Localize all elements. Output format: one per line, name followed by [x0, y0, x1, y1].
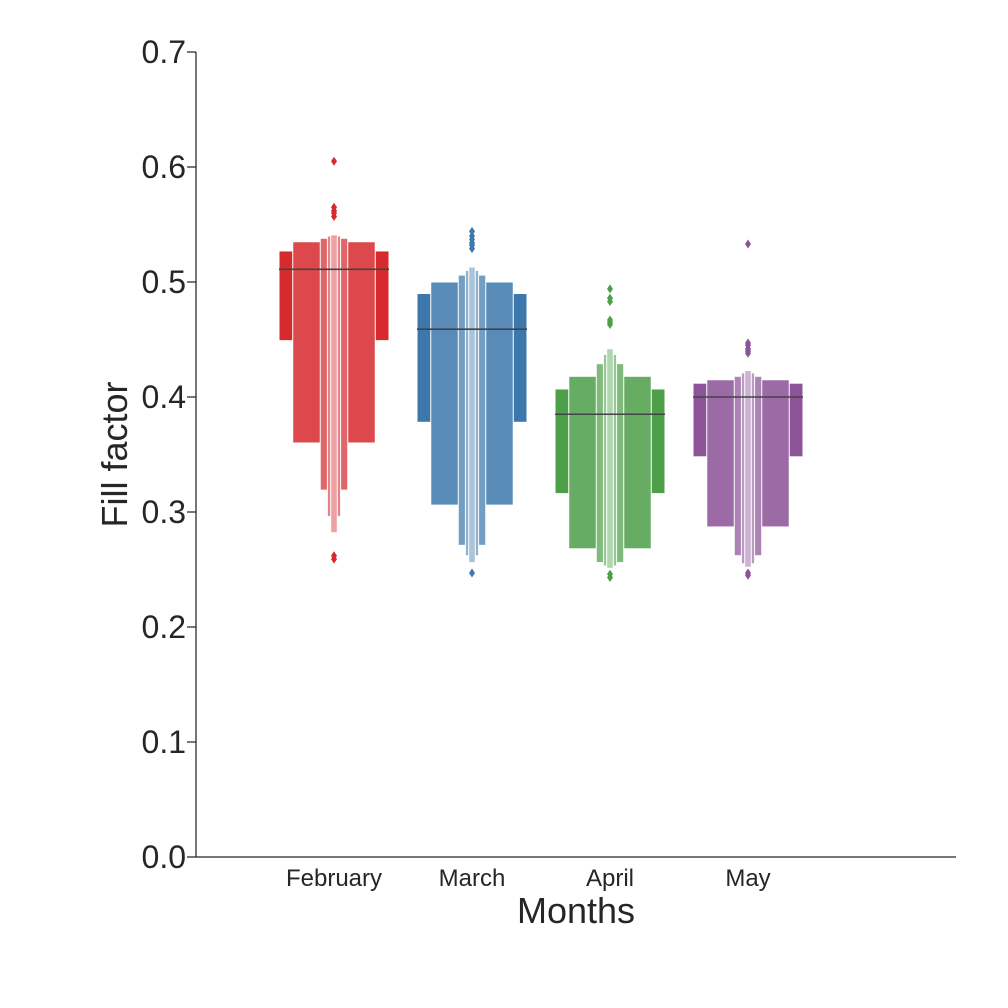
x-tick-label: March [439, 865, 506, 892]
x-tick-label: February [286, 865, 382, 892]
outlier-point [745, 570, 751, 580]
outlier-point [331, 211, 337, 221]
box-group-march [416, 226, 528, 578]
box-level-5 [468, 266, 476, 564]
outlier-point [745, 348, 751, 358]
y-tick-label: 0.5 [142, 264, 186, 300]
box-level-5 [330, 234, 338, 534]
outlier-point [607, 284, 613, 294]
axes-layer [195, 52, 956, 858]
x-tick-label: May [725, 865, 770, 892]
box-group-february [278, 156, 390, 564]
y-tick-label: 0.0 [142, 839, 186, 875]
y-tick-label: 0.1 [142, 724, 186, 760]
boxes-layer [278, 156, 804, 583]
x-ticks: February March April May [286, 865, 771, 892]
x-axis-title: Months [517, 890, 635, 931]
y-tick-label: 0.3 [142, 494, 186, 530]
outlier-point [607, 297, 613, 307]
y-axis-title: Fill factor [94, 381, 135, 527]
outlier-point [745, 239, 751, 249]
x-tick-label: April [586, 865, 634, 892]
outlier-point [331, 156, 337, 166]
box-group-april [554, 284, 666, 583]
box-level-5 [744, 370, 752, 568]
y-tick-label: 0.6 [142, 149, 186, 185]
y-ticks: 0.0 0.1 0.2 0.3 0.4 0.5 0.6 0.7 [142, 34, 196, 875]
box-group-may [692, 239, 804, 580]
y-tick-label: 0.4 [142, 379, 186, 415]
outlier-point [469, 568, 475, 578]
outlier-point [607, 573, 613, 583]
y-tick-label: 0.2 [142, 609, 186, 645]
outlier-point [469, 226, 475, 236]
box-level-5 [606, 348, 614, 569]
outlier-point [469, 244, 475, 254]
outlier-point [607, 320, 613, 330]
y-tick-label: 0.7 [142, 34, 186, 70]
outlier-point [331, 554, 337, 564]
